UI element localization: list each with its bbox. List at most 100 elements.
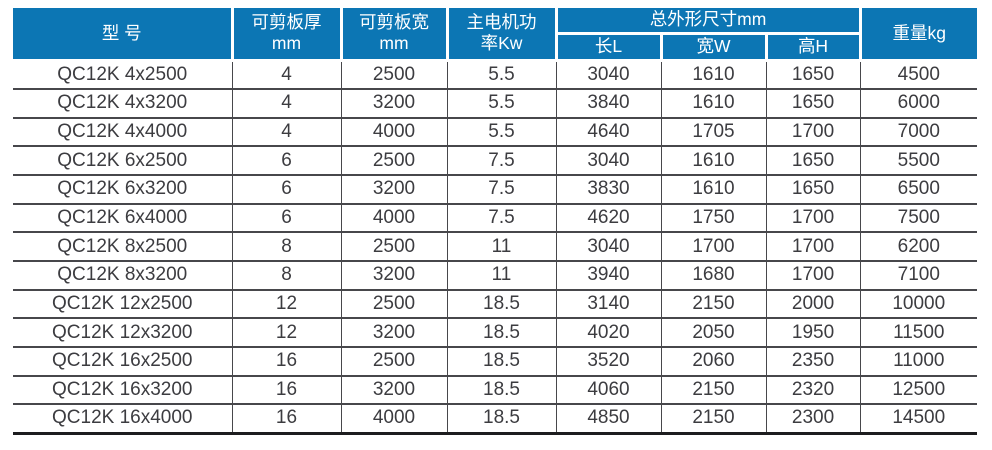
thickness-cell: 4: [232, 117, 342, 148]
height-cell: 1650: [766, 174, 861, 205]
width-cell: 1705: [661, 117, 767, 148]
model-cell: QC12K 16x3200: [13, 375, 233, 406]
thickness-cell: 8: [232, 260, 342, 291]
table-row: QC12K 16x3200 16 3200 18.5 4060 2150 232…: [13, 375, 978, 406]
length-cell: 4020: [556, 318, 662, 349]
table-row: QC12K 6x2500 6 2500 7.5 3040 1610 1650 5…: [13, 146, 978, 176]
table-row: QC12K 4x3200 4 3200 5.5 3840 1610 1650 6…: [13, 88, 978, 119]
height-cell: 2000: [766, 289, 861, 320]
weight-cell: 7500: [860, 203, 978, 234]
power-cell: 5.5: [447, 60, 557, 90]
height-cell: 1700: [766, 260, 861, 291]
weight-cell: 12500: [860, 375, 978, 406]
table-row: QC12K 16x4000 16 4000 18.5 4850 2150 230…: [13, 404, 978, 435]
width-cell: 1610: [661, 174, 767, 205]
thickness-cell: 12: [232, 289, 342, 320]
header-width: 宽W: [659, 31, 768, 62]
height-cell: 1650: [766, 146, 861, 176]
model-cell: QC12K 4x3200: [13, 88, 233, 119]
power-cell: 7.5: [447, 174, 557, 205]
height-cell: 2350: [766, 347, 861, 377]
weight-cell: 6000: [860, 88, 978, 119]
power-cell: 18.5: [447, 318, 557, 349]
width-cell: 2060: [661, 347, 767, 377]
height-cell: 1700: [766, 203, 861, 234]
width-cell: 1610: [661, 88, 767, 119]
length-cell: 3830: [556, 174, 662, 205]
table-row: QC12K 4x4000 4 4000 5.5 4640 1705 1700 7…: [13, 117, 978, 148]
shear-width-cell: 3200: [341, 88, 448, 119]
header-motor-power: 主电机功 率Kw: [445, 8, 558, 62]
power-cell: 7.5: [447, 203, 557, 234]
power-cell: 11: [447, 260, 557, 291]
shear-width-cell: 3200: [341, 318, 448, 349]
power-cell: 18.5: [447, 347, 557, 377]
thickness-cell: 6: [232, 174, 342, 205]
width-cell: 1700: [661, 232, 767, 262]
model-cell: QC12K 12x2500: [13, 289, 233, 320]
shear-width-cell: 2500: [341, 347, 448, 377]
width-cell: 1750: [661, 203, 767, 234]
length-cell: 4640: [556, 117, 662, 148]
table-row: QC12K 12x3200 12 3200 18.5 4020 2050 195…: [13, 318, 978, 349]
weight-cell: 7100: [860, 260, 978, 291]
thickness-cell: 16: [232, 404, 342, 435]
thickness-cell: 6: [232, 146, 342, 176]
thickness-cell: 4: [232, 60, 342, 90]
model-cell: QC12K 6x3200: [13, 174, 233, 205]
length-cell: 3840: [556, 88, 662, 119]
power-cell: 18.5: [447, 375, 557, 406]
length-cell: 3940: [556, 260, 662, 291]
width-cell: 1610: [661, 146, 767, 176]
height-cell: 1950: [766, 318, 861, 349]
model-cell: QC12K 16x2500: [13, 347, 233, 377]
header-length: 长L: [556, 31, 663, 62]
table-row: QC12K 12x2500 12 2500 18.5 3140 2150 200…: [13, 289, 978, 320]
length-cell: 3040: [556, 60, 662, 90]
weight-cell: 6500: [860, 174, 978, 205]
table-row: QC12K 6x4000 6 4000 7.5 4620 1750 1700 7…: [13, 203, 978, 234]
height-cell: 1650: [766, 88, 861, 119]
header-model: 型 号: [13, 8, 234, 62]
power-cell: 18.5: [447, 289, 557, 320]
table-row: QC12K 8x3200 8 3200 11 3940 1680 1700 71…: [13, 260, 978, 291]
power-cell: 5.5: [447, 88, 557, 119]
width-cell: 2050: [661, 318, 767, 349]
height-cell: 1700: [766, 117, 861, 148]
width-cell: 1680: [661, 260, 767, 291]
weight-cell: 5500: [860, 146, 978, 176]
thickness-cell: 16: [232, 375, 342, 406]
model-cell: QC12K 8x2500: [13, 232, 233, 262]
thickness-cell: 16: [232, 347, 342, 377]
table-row: QC12K 6x3200 6 3200 7.5 3830 1610 1650 6…: [13, 174, 978, 205]
weight-cell: 11000: [860, 347, 978, 377]
power-cell: 7.5: [447, 146, 557, 176]
length-cell: 3140: [556, 289, 662, 320]
width-cell: 2150: [661, 404, 767, 435]
weight-cell: 7000: [860, 117, 978, 148]
height-cell: 1650: [766, 60, 861, 90]
weight-cell: 10000: [860, 289, 978, 320]
model-cell: QC12K 16x4000: [13, 404, 233, 435]
model-cell: QC12K 12x3200: [13, 318, 233, 349]
table-row: QC12K 16x2500 16 2500 18.5 3520 2060 235…: [13, 347, 978, 377]
height-cell: 2300: [766, 404, 861, 435]
model-cell: QC12K 4x2500: [13, 60, 233, 90]
shear-width-cell: 3200: [341, 174, 448, 205]
length-cell: 3520: [556, 347, 662, 377]
length-cell: 4620: [556, 203, 662, 234]
weight-cell: 6200: [860, 232, 978, 262]
spec-table: 型 号 可剪板厚 mm 可剪板宽 mm 主电机功 率Kw 总外形尺寸mm 重量k…: [13, 8, 978, 435]
header-shear-width: 可剪板宽 mm: [339, 8, 449, 62]
weight-cell: 4500: [860, 60, 978, 90]
power-cell: 5.5: [447, 117, 557, 148]
shear-width-cell: 2500: [341, 146, 448, 176]
length-cell: 3040: [556, 146, 662, 176]
width-cell: 2150: [661, 289, 767, 320]
length-cell: 4850: [556, 404, 662, 435]
shear-width-cell: 2500: [341, 60, 448, 90]
table-row: QC12K 4x2500 4 2500 5.5 3040 1610 1650 4…: [13, 60, 978, 90]
power-cell: 18.5: [447, 404, 557, 435]
thickness-cell: 6: [232, 203, 342, 234]
